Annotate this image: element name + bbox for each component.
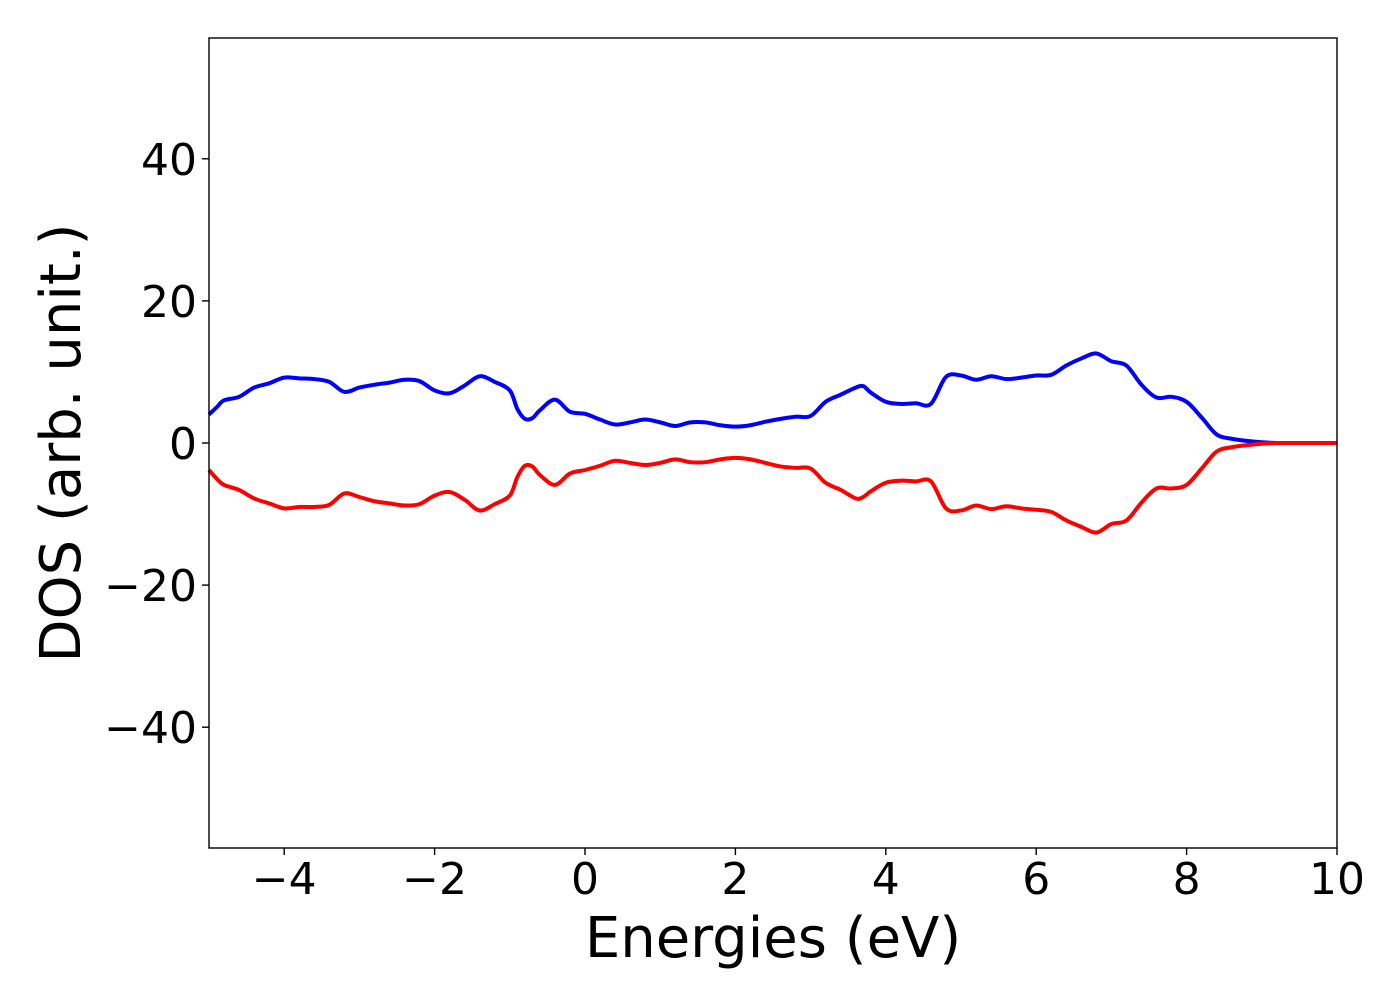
x-axis-label: Energies (eV): [585, 906, 961, 971]
y-axis-label: DOS (arb. unit.): [29, 223, 94, 662]
series-lines: [207, 351, 1337, 535]
y-tick-label: −20: [104, 561, 197, 612]
x-tick-label: 4: [872, 854, 900, 905]
dos-down-series-line: [207, 440, 1337, 535]
dos-up-series-line: [207, 351, 1337, 446]
y-tick-label: 0: [169, 419, 197, 470]
x-tick-label: 10: [1309, 854, 1365, 905]
plot-frame: [208, 37, 1338, 849]
y-tick-label: 40: [141, 135, 197, 186]
x-tick-label: 0: [571, 854, 599, 905]
y-tick-label: 20: [141, 277, 197, 328]
x-tick-label: −4: [252, 854, 317, 905]
x-tick-label: 6: [1022, 854, 1050, 905]
y-axis-ticks: 40 20 0 −20 −40: [104, 135, 209, 754]
x-tick-label: 8: [1173, 854, 1201, 905]
y-tick-label: −40: [104, 703, 197, 754]
x-axis-ticks: −4 −2 0 2 4 6 8 10: [252, 848, 1365, 905]
x-tick-label: −2: [402, 854, 467, 905]
x-tick-label: 2: [721, 854, 749, 905]
